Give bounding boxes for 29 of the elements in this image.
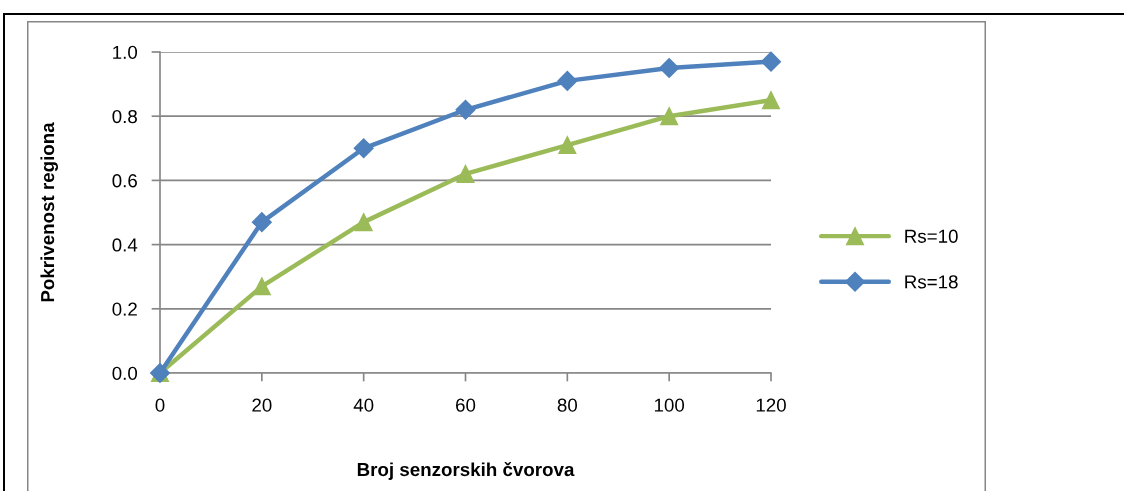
x-tick-label: 40 (353, 398, 374, 412)
y-tick-label: 0.2 (112, 302, 137, 316)
point (455, 99, 476, 120)
x-tick-label: 120 (756, 398, 786, 412)
x-axis-title: Broj senzorskih čvorova (357, 462, 575, 480)
point (557, 70, 578, 91)
x-tick-label: 100 (654, 398, 685, 412)
point (761, 91, 781, 110)
point (456, 164, 475, 184)
y-tick-label: 0.8 (112, 109, 137, 124)
x-tick-label: 0 (155, 398, 165, 412)
y-tick-label: 1.0 (113, 45, 138, 59)
x-tick-label: 20 (252, 398, 272, 412)
x-tick-label: 60 (456, 398, 476, 412)
point (760, 51, 782, 72)
y-tick-label: 0.4 (112, 238, 138, 252)
point (354, 213, 373, 232)
y-tick-label: 0.6 (112, 174, 137, 188)
y-tick-label: 0.0 (112, 366, 138, 380)
point (558, 136, 577, 155)
point (659, 58, 680, 79)
y-axis-title: Pokrivenost regiona (40, 122, 58, 302)
x-tick-label: 80 (557, 398, 578, 412)
point (660, 107, 679, 126)
point (353, 138, 374, 159)
legend-label: Rs=18 (905, 275, 958, 289)
legend-label: Rs=10 (905, 229, 958, 243)
point (252, 277, 271, 296)
point (251, 212, 272, 233)
